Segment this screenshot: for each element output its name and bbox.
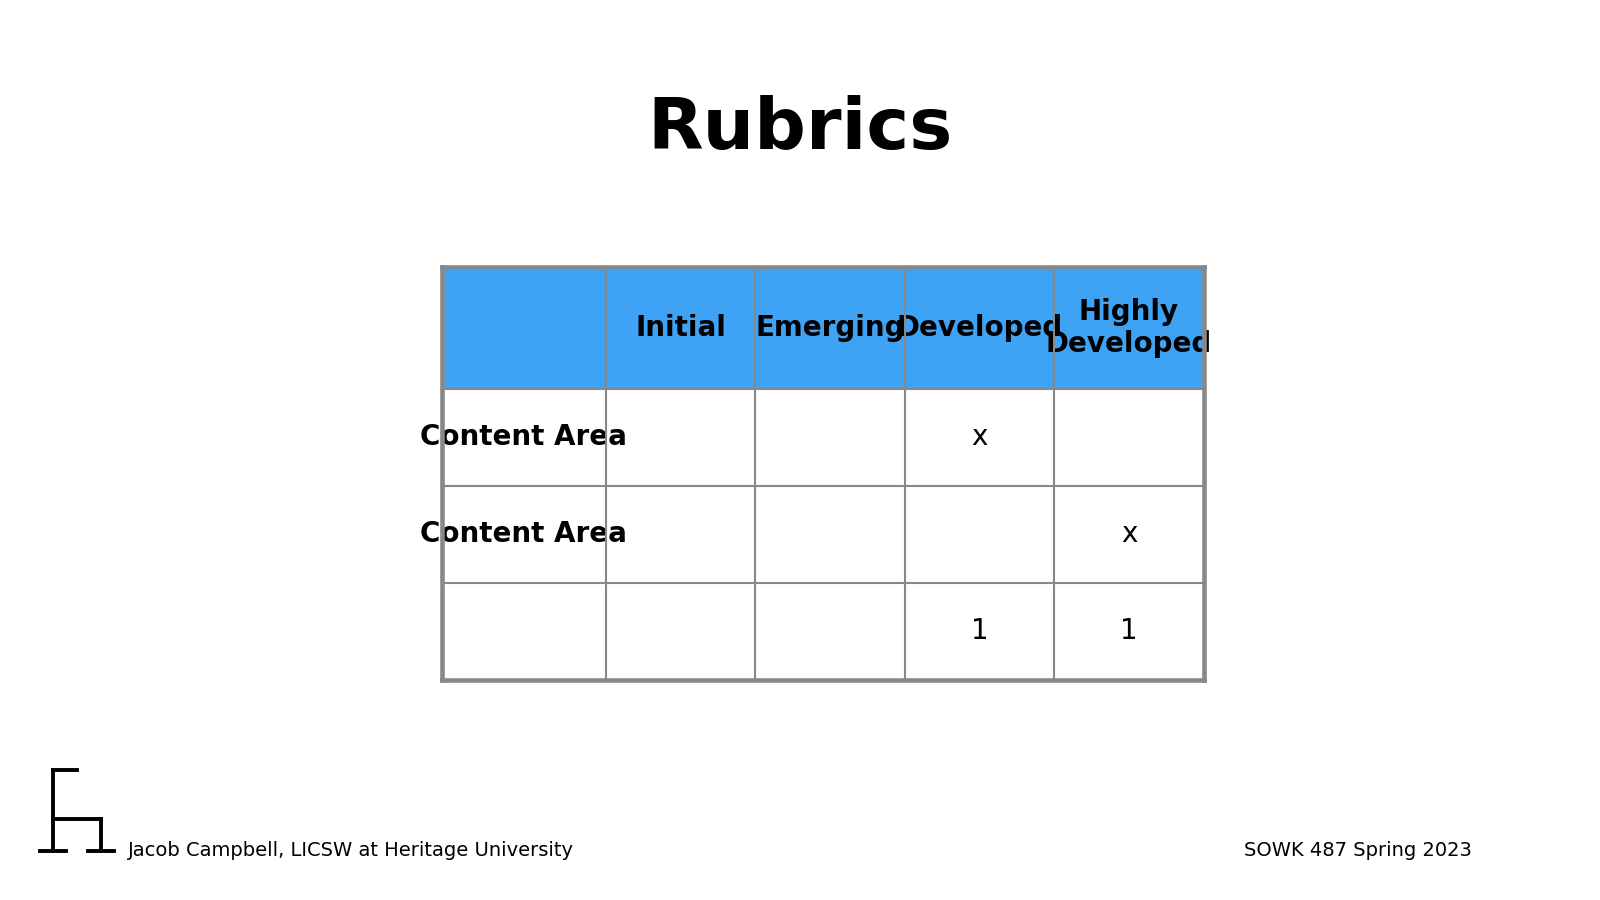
- Text: 1: 1: [1120, 617, 1138, 645]
- Text: 1: 1: [971, 617, 989, 645]
- Text: Emerging: Emerging: [755, 314, 904, 342]
- Text: Initial: Initial: [635, 314, 726, 342]
- Bar: [442, 486, 606, 583]
- Text: SOWK 487 Spring 2023: SOWK 487 Spring 2023: [1245, 841, 1472, 859]
- Bar: [606, 583, 755, 680]
- Bar: [904, 267, 1054, 389]
- Text: Jacob Campbell, LICSW at Heritage University: Jacob Campbell, LICSW at Heritage Univer…: [128, 841, 574, 859]
- Bar: [442, 267, 606, 389]
- Bar: [442, 389, 606, 486]
- Text: Content Area: Content Area: [421, 520, 627, 548]
- Bar: [755, 486, 904, 583]
- Text: x: x: [1120, 520, 1138, 548]
- Bar: [755, 389, 904, 486]
- Bar: [1054, 486, 1203, 583]
- Bar: [904, 486, 1054, 583]
- Text: Rubrics: Rubrics: [648, 94, 952, 164]
- Bar: [606, 389, 755, 486]
- Bar: [1054, 583, 1203, 680]
- Text: Developed: Developed: [896, 314, 1062, 342]
- Bar: [1054, 267, 1203, 389]
- Bar: [755, 583, 904, 680]
- Bar: [606, 267, 755, 389]
- Bar: [442, 583, 606, 680]
- Bar: [755, 267, 904, 389]
- Bar: [1054, 389, 1203, 486]
- Bar: [606, 486, 755, 583]
- Bar: [904, 389, 1054, 486]
- Bar: [904, 583, 1054, 680]
- Text: Content Area: Content Area: [421, 424, 627, 452]
- Text: Highly
Developed: Highly Developed: [1046, 298, 1213, 358]
- Text: x: x: [971, 424, 987, 452]
